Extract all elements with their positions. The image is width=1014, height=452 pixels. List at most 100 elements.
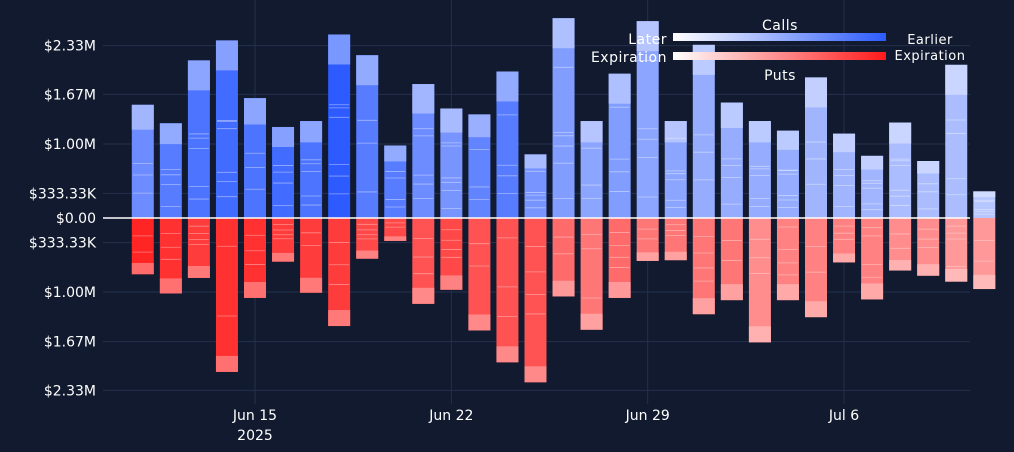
call-bar bbox=[524, 154, 547, 218]
put-bar-cap bbox=[861, 283, 884, 300]
call-bar-cap bbox=[748, 121, 771, 143]
y-tick-label: $2.33M bbox=[44, 39, 96, 55]
call-bar bbox=[720, 102, 743, 218]
put-bar bbox=[580, 218, 603, 330]
call-bar bbox=[440, 108, 463, 218]
x-axis-labels: Jun 15 2025 Jun 22 Jun 29 Jul 6 bbox=[232, 408, 859, 444]
x-tick-label: Jun 15 bbox=[232, 408, 277, 424]
call-bar-cap bbox=[889, 122, 912, 144]
put-bar bbox=[244, 218, 266, 298]
call-bar bbox=[356, 55, 379, 219]
put-bar bbox=[496, 218, 519, 363]
put-bar-cap bbox=[664, 251, 687, 261]
put-bar bbox=[356, 218, 379, 259]
put-bar-cap bbox=[384, 236, 407, 241]
put-bar bbox=[776, 218, 799, 301]
put-bar bbox=[412, 218, 435, 304]
call-bar-cap bbox=[496, 71, 519, 102]
call-bar bbox=[889, 122, 912, 218]
call-bar bbox=[861, 155, 884, 218]
y-tick-label: $333.33K bbox=[29, 236, 97, 252]
call-bar bbox=[776, 130, 799, 218]
call-bar bbox=[159, 123, 182, 218]
legend-puts-right-label: Expiration bbox=[895, 49, 966, 64]
put-bar-cap bbox=[496, 346, 519, 363]
y-tick-label: $2.33M bbox=[44, 383, 96, 399]
legend-calls-right-label: Earlier bbox=[907, 33, 953, 48]
put-bar bbox=[805, 218, 827, 318]
put-bar bbox=[748, 218, 771, 343]
y-tick-label: $1.67M bbox=[44, 87, 96, 103]
call-bar bbox=[945, 64, 968, 218]
legend: Calls Later Earlier Expiration Expiratio… bbox=[591, 18, 966, 84]
y-tick-label: $1.00M bbox=[44, 137, 96, 153]
call-bar-cap bbox=[664, 121, 687, 143]
call-bar-cap bbox=[917, 161, 940, 174]
call-bar-cap bbox=[524, 154, 547, 169]
put-bar bbox=[720, 218, 743, 301]
put-bar bbox=[917, 218, 940, 276]
call-bar-cap bbox=[440, 108, 463, 133]
put-bar-cap bbox=[356, 250, 379, 259]
put-bar-cap bbox=[328, 310, 351, 327]
put-bar-cap bbox=[720, 284, 743, 301]
x-tick-label: Jul 6 bbox=[828, 408, 859, 424]
put-bar-cap bbox=[552, 280, 575, 297]
call-bar bbox=[805, 77, 827, 219]
legend-calls-gradient bbox=[673, 33, 886, 41]
legend-puts-gradient bbox=[673, 52, 886, 60]
call-bar-cap bbox=[328, 34, 351, 65]
put-bar-cap bbox=[917, 264, 940, 276]
legend-calls-left-label: Later bbox=[628, 32, 667, 48]
call-bar-cap bbox=[833, 133, 856, 153]
put-bar-cap bbox=[187, 265, 210, 278]
call-bar-cap bbox=[215, 40, 238, 71]
call-bar bbox=[244, 98, 266, 218]
call-bar bbox=[608, 73, 631, 218]
put-bar-cap bbox=[272, 252, 295, 262]
call-bar bbox=[272, 126, 295, 218]
put-bar bbox=[272, 218, 295, 262]
call-bar-cap bbox=[720, 102, 743, 128]
put-bar bbox=[440, 218, 463, 290]
x-tick-sublabel: 2025 bbox=[237, 428, 273, 444]
y-tick-label: $333.33K bbox=[29, 186, 97, 202]
call-bar bbox=[748, 121, 771, 218]
call-bar-cap bbox=[805, 77, 827, 108]
put-bar bbox=[973, 218, 996, 290]
call-bar bbox=[215, 40, 238, 219]
call-bar-cap bbox=[131, 104, 154, 130]
put-bar bbox=[552, 218, 575, 297]
call-bar bbox=[131, 104, 154, 218]
call-bar-cap bbox=[468, 114, 491, 138]
call-bar-cap bbox=[945, 64, 968, 95]
call-bar-cap bbox=[187, 60, 210, 91]
call-bar-cap bbox=[861, 155, 884, 170]
call-bar bbox=[552, 18, 575, 219]
put-bar-cap bbox=[805, 301, 827, 318]
put-bar bbox=[945, 218, 968, 282]
put-bar-cap bbox=[524, 366, 547, 383]
call-bar bbox=[692, 44, 715, 219]
call-bar-cap bbox=[580, 121, 603, 143]
put-bar-cap bbox=[748, 326, 771, 343]
put-bar bbox=[861, 218, 884, 300]
call-bar-cap bbox=[412, 84, 435, 114]
put-bar-cap bbox=[300, 277, 323, 293]
put-bar bbox=[468, 218, 491, 331]
y-tick-label: $0.00 bbox=[56, 211, 96, 227]
call-bar bbox=[833, 133, 856, 218]
x-tick-label: Jun 29 bbox=[625, 408, 670, 424]
put-bar-cap bbox=[131, 262, 154, 275]
put-bar bbox=[692, 218, 715, 315]
call-bar-cap bbox=[300, 121, 323, 143]
put-bar-cap bbox=[580, 313, 603, 330]
call-bar bbox=[187, 60, 210, 218]
call-bar bbox=[496, 71, 519, 218]
call-bar bbox=[300, 121, 323, 218]
put-bar bbox=[608, 218, 631, 298]
call-bar-cap bbox=[272, 126, 295, 148]
put-bar-cap bbox=[440, 275, 463, 290]
put-bar-cap bbox=[244, 281, 266, 298]
